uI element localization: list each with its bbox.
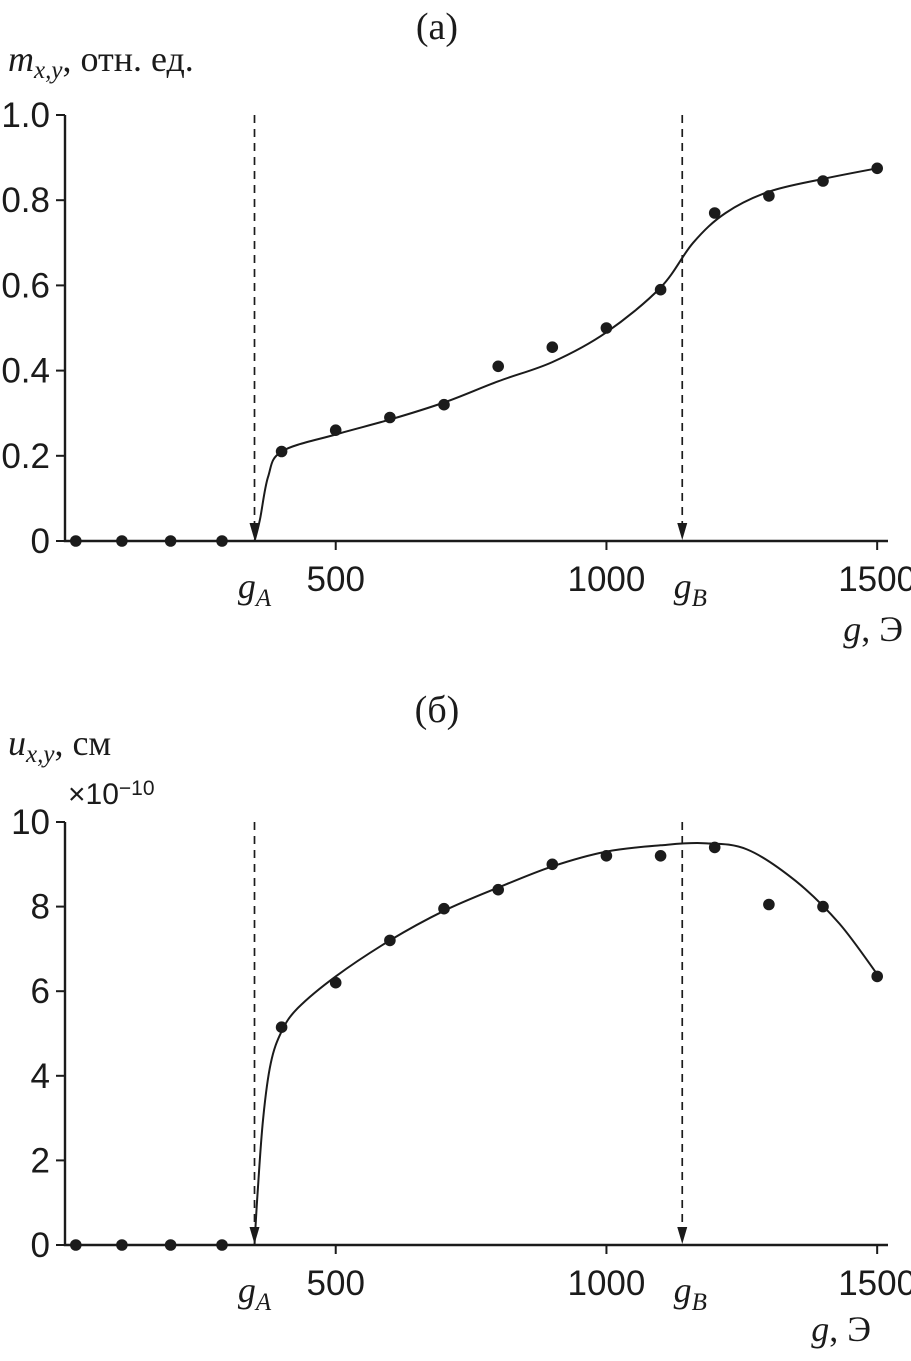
data-point	[600, 322, 613, 334]
data-point	[275, 1021, 288, 1033]
y-tick-label: 0	[31, 522, 50, 561]
threshold-arrowhead	[677, 1227, 688, 1244]
panel-a-y-unit: , отн. ед.	[62, 39, 194, 79]
data-point	[216, 1239, 228, 1251]
data-point	[70, 1239, 82, 1251]
panel-b-y-axis-title: ux,y, см	[8, 722, 111, 769]
data-point	[116, 535, 128, 547]
panel-b-scale-exponent: −10	[118, 777, 155, 800]
panel-a-y-subscript: x,y	[34, 57, 63, 84]
data-point	[329, 424, 342, 437]
chart-panel-a: 0 0.2 0.4 0.6 0.8 1.0 500 1000 1500 gA gB	[1, 96, 911, 612]
panel-b-y-var: u	[8, 723, 26, 763]
panel-a-x-var: g	[843, 609, 862, 649]
data-point	[329, 976, 342, 989]
y-tick-label: 1.0	[1, 96, 50, 135]
y-tick-label: 10	[11, 803, 50, 842]
x-tick-label: 1500	[838, 560, 911, 599]
chart-panel-b: 0 2 4 6 8 10 500 1000 1500 gA gB	[11, 803, 911, 1316]
data-point	[275, 445, 288, 458]
y-tick-label: 0.2	[1, 437, 50, 476]
data-point	[164, 1239, 177, 1251]
data-point	[164, 535, 177, 547]
panel-a-label: (а)	[415, 6, 459, 48]
data-point	[654, 283, 667, 296]
threshold-label: gB	[674, 566, 707, 612]
panel-a-x-unit: , Э	[861, 609, 903, 649]
x-tick-label: 1000	[568, 1264, 646, 1303]
data-point	[546, 341, 559, 354]
threshold-label: gB	[674, 1270, 707, 1316]
x-tick-label: 1500	[838, 1264, 911, 1303]
threshold-arrowhead	[249, 523, 260, 540]
y-tick-label: 0.4	[1, 352, 50, 391]
panel-b-x-var: g	[811, 1309, 830, 1349]
data-point	[116, 1239, 128, 1251]
data-point	[384, 411, 396, 424]
x-tick-label: 500	[307, 560, 365, 599]
data-point	[438, 398, 450, 411]
y-tick-label: 4	[31, 1057, 50, 1096]
data-point	[763, 898, 775, 911]
data-point	[871, 970, 883, 983]
data-point	[763, 190, 775, 202]
y-tick-label: 8	[31, 888, 50, 927]
threshold-label: gA	[238, 566, 272, 612]
data-point	[708, 207, 721, 219]
panel-b-x-unit: , Э	[829, 1309, 871, 1349]
y-tick-label: 6	[31, 972, 50, 1011]
axes	[63, 822, 888, 1247]
data-point	[600, 850, 613, 862]
data-point	[70, 535, 82, 547]
data-point	[384, 934, 396, 947]
y-tick-label: 2	[31, 1141, 50, 1180]
panel-b-scale-base: ×10	[68, 778, 119, 811]
axes	[63, 115, 888, 543]
y-tick-label: 0	[31, 1226, 50, 1265]
data-point	[216, 535, 228, 547]
data-point	[817, 175, 829, 187]
panel-a-y-var: m	[8, 39, 34, 79]
data-point	[654, 850, 667, 862]
panel-b-x-axis-title: g, Э	[811, 1308, 871, 1350]
data-point	[546, 858, 559, 871]
fit-curve	[253, 167, 878, 542]
data-point	[871, 162, 883, 175]
x-tick-label: 500	[307, 1264, 365, 1303]
panel-b-y-scale-factor: ×10−10	[68, 777, 155, 812]
panel-a-y-axis-title: mx,y, отн. ед.	[8, 38, 194, 85]
y-tick-label: 0.6	[1, 266, 50, 305]
threshold-arrowhead	[677, 523, 688, 540]
panel-b-y-unit: , см	[54, 723, 112, 763]
data-point	[708, 841, 721, 854]
data-point	[438, 902, 450, 915]
data-point	[492, 883, 505, 896]
panel-a-x-axis-title: g, Э	[843, 608, 903, 650]
x-tick-label: 1000	[568, 560, 646, 599]
data-point	[817, 900, 829, 913]
threshold-label: gA	[238, 1270, 272, 1316]
panel-b-label: (б)	[414, 689, 460, 731]
y-tick-label: 0.8	[1, 181, 50, 220]
panel-b-y-subscript: x,y	[26, 741, 55, 768]
data-point	[492, 360, 505, 373]
fit-curve	[253, 841, 879, 1246]
